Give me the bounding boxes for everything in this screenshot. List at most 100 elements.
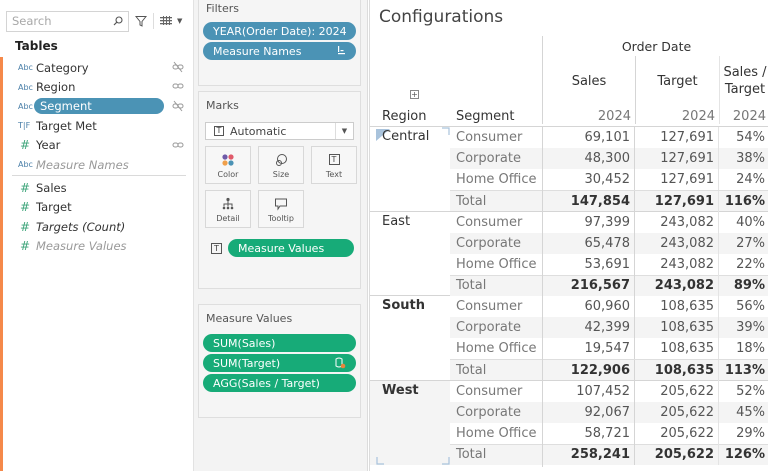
measure-values-title: Measure Values bbox=[206, 312, 293, 325]
size-button[interactable]: Size bbox=[258, 146, 304, 184]
table-row[interactable]: Consumer 69,101 127,691 54% bbox=[450, 127, 768, 148]
table-row[interactable]: Home Office 58,721 205,622 29% bbox=[450, 422, 768, 444]
segment-cell: Consumer bbox=[456, 130, 523, 145]
table-row[interactable]: Corporate 48,300 127,691 38% bbox=[450, 148, 768, 169]
filter-pill-measure-names[interactable]: Measure Names bbox=[203, 42, 356, 60]
filter-icon[interactable] bbox=[135, 15, 147, 27]
text-label: Text bbox=[325, 169, 343, 179]
text-icon: T bbox=[328, 152, 340, 168]
field-measure-values[interactable]: # Measure Values bbox=[0, 237, 190, 256]
ratio-cell: 56% bbox=[718, 296, 768, 317]
target-cell: 108,635 bbox=[634, 338, 718, 359]
marks-pill-measure-values[interactable]: Measure Values bbox=[228, 239, 354, 257]
size-label: Size bbox=[272, 169, 290, 179]
view-options-icon[interactable] bbox=[160, 16, 172, 26]
total-row[interactable]: Total 216,567 243,082 89% bbox=[450, 274, 768, 296]
region-label[interactable]: Central bbox=[382, 129, 430, 144]
field-label: Target bbox=[36, 200, 72, 215]
measure-values-card: Measure Values SUM(Sales) SUM(Target) AG… bbox=[198, 304, 361, 418]
field-label: Sales bbox=[36, 181, 67, 196]
column-header-sales[interactable]: Sales 2024 bbox=[543, 56, 635, 125]
search-icon bbox=[113, 16, 123, 26]
table-row[interactable]: Home Office 19,547 108,635 18% bbox=[450, 338, 768, 359]
target-cell: 205,622 bbox=[634, 380, 718, 402]
column-title: Sales / Target bbox=[723, 65, 767, 97]
total-row[interactable]: Total 147,854 127,691 116% bbox=[450, 190, 768, 212]
field-measure-names[interactable]: Abc Measure Names bbox=[0, 155, 190, 174]
measure-pill-sum-target[interactable]: SUM(Target) bbox=[203, 354, 356, 372]
expand-icon[interactable]: + bbox=[410, 90, 419, 99]
pill-label: YEAR(Order Date): 2024 bbox=[213, 24, 347, 38]
field-target[interactable]: # Target bbox=[0, 198, 190, 217]
measure-pill-agg-sales-target[interactable]: AGG(Sales / Target) bbox=[203, 374, 356, 392]
total-row[interactable]: Total 122,906 108,635 113% bbox=[450, 359, 768, 381]
filters-title: Filters bbox=[206, 2, 239, 15]
crosstab: Order Date Sales 2024 Target 2024 Sales … bbox=[370, 0, 768, 471]
field-label: Year bbox=[36, 138, 61, 153]
number-type-icon: # bbox=[20, 239, 31, 254]
field-region[interactable]: Abc Region bbox=[0, 77, 190, 96]
table-row[interactable]: Corporate 65,478 243,082 27% bbox=[450, 232, 768, 254]
segment-cell: Total bbox=[456, 447, 487, 462]
field-year[interactable]: # Year bbox=[0, 136, 190, 155]
segment-cell: Corporate bbox=[456, 235, 521, 251]
search-input[interactable]: Search bbox=[6, 10, 129, 32]
segment-cell: Home Office bbox=[456, 172, 537, 187]
sales-cell: 147,854 bbox=[570, 193, 630, 209]
column-header-target[interactable]: Target 2024 bbox=[635, 56, 719, 124]
field-label: Target Met bbox=[36, 118, 97, 133]
target-cell: 243,082 bbox=[634, 275, 718, 296]
field-sales[interactable]: # Sales bbox=[0, 178, 190, 197]
color-button[interactable]: Color bbox=[205, 146, 251, 184]
filter-pill-year-order-date[interactable]: YEAR(Order Date): 2024 bbox=[203, 22, 356, 40]
row-header-region[interactable]: Region bbox=[382, 109, 427, 124]
table-row[interactable]: Consumer 107,452 205,622 52% bbox=[450, 380, 768, 402]
table-row[interactable]: Home Office 53,691 243,082 22% bbox=[450, 253, 768, 275]
field-target-met[interactable]: T|F Target Met bbox=[0, 116, 190, 135]
sales-cell: 19,547 bbox=[584, 341, 631, 356]
ratio-cell: 39% bbox=[718, 317, 768, 338]
measure-pill-sum-sales[interactable]: SUM(Sales) bbox=[203, 334, 356, 352]
field-targets-count[interactable]: # Targets (Count) bbox=[0, 217, 190, 236]
detail-button[interactable]: Detail bbox=[205, 190, 251, 228]
chevron-down-icon[interactable]: ▼ bbox=[177, 17, 183, 25]
search-placeholder: Search bbox=[12, 14, 52, 28]
string-type-icon: Abc bbox=[18, 63, 33, 73]
text-button[interactable]: T Text bbox=[311, 146, 357, 184]
field-label: Segment bbox=[34, 98, 164, 115]
table-row[interactable]: Home Office 30,452 127,691 24% bbox=[450, 169, 768, 190]
region-label[interactable]: East bbox=[382, 213, 411, 229]
segment-cell: Home Office bbox=[456, 341, 537, 356]
number-type-icon: # bbox=[20, 219, 31, 234]
table-row[interactable]: Consumer 97,399 243,082 40% bbox=[450, 211, 768, 233]
target-cell: 205,622 bbox=[634, 422, 718, 444]
row-header-segment[interactable]: Segment bbox=[456, 109, 515, 124]
pill-label: Measure Names bbox=[213, 44, 302, 58]
column-divider bbox=[542, 127, 543, 467]
mark-type-dropdown[interactable]: T Automatic ▼ bbox=[205, 122, 354, 140]
table-row[interactable]: Consumer 60,960 108,635 56% bbox=[450, 296, 768, 317]
region-label[interactable]: West bbox=[382, 382, 419, 398]
target-cell: 127,691 bbox=[634, 148, 718, 169]
total-row[interactable]: Total 258,241 205,622 126% bbox=[450, 443, 768, 465]
region-label[interactable]: South bbox=[382, 298, 426, 313]
table-row[interactable]: Corporate 42,399 108,635 39% bbox=[450, 317, 768, 338]
tooltip-icon bbox=[274, 196, 288, 212]
field-category[interactable]: Abc Category bbox=[0, 58, 190, 77]
dimensions-measures-divider bbox=[12, 175, 186, 177]
pill-label: SUM(Sales) bbox=[213, 336, 276, 350]
sales-cell: 97,399 bbox=[584, 214, 631, 230]
region-group-west: West Consumer 107,452 205,622 52% Corpor… bbox=[370, 380, 768, 465]
field-label: Targets (Count) bbox=[36, 219, 126, 234]
table-row[interactable]: Corporate 92,067 205,622 45% bbox=[450, 401, 768, 423]
tooltip-button[interactable]: Tooltip bbox=[258, 190, 304, 228]
pill-label: SUM(Target) bbox=[213, 356, 281, 370]
field-segment[interactable]: Abc Segment bbox=[0, 97, 190, 116]
segment-cell: Total bbox=[456, 362, 487, 378]
field-list: Abc Category Abc Region Abc Segment T|F … bbox=[0, 58, 190, 256]
segment-cell: Home Office bbox=[456, 256, 537, 272]
column-header-sales-target[interactable]: Sales / Target 2024 bbox=[719, 56, 768, 124]
field-label: Category bbox=[36, 60, 89, 75]
segment-cell: Home Office bbox=[456, 425, 537, 441]
segment-cell: Corporate bbox=[456, 151, 521, 166]
